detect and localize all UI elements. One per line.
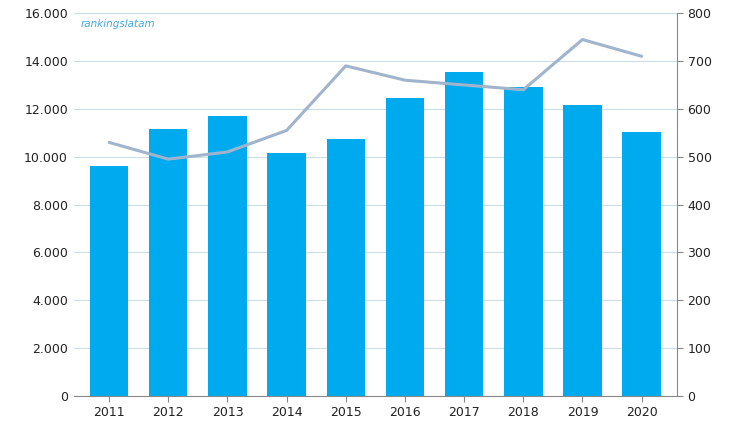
Bar [267,153,306,396]
Bar [90,166,128,396]
Text: rankingslatam: rankingslatam [80,19,155,29]
Bar [327,139,365,396]
Bar [386,98,424,396]
Bar [208,116,247,396]
Bar [563,105,601,396]
Bar [445,72,484,396]
Bar [504,88,542,396]
Bar [149,129,188,396]
Bar [623,132,661,396]
